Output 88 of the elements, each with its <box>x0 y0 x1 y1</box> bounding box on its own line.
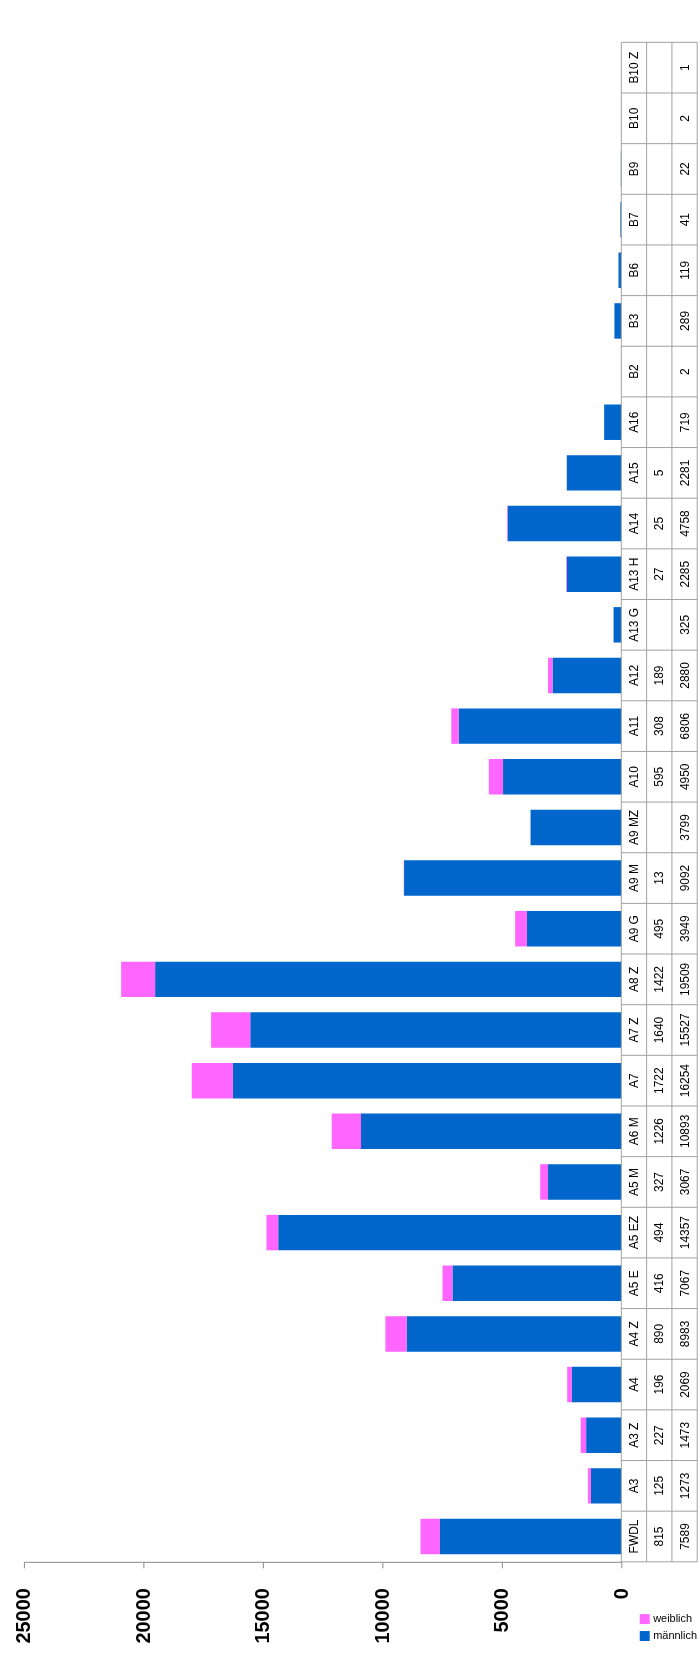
data-label: 13 <box>652 871 667 885</box>
y-tick-label: A7 <box>626 1073 641 1088</box>
data-label: 495 <box>652 918 667 939</box>
x-tick-label: 5000 <box>490 1588 513 1633</box>
data-label: 1640 <box>652 1016 667 1044</box>
y-tick-label: A5 E <box>626 1270 641 1297</box>
data-label: 2069 <box>677 1370 692 1398</box>
y-tick-label: B3 <box>626 313 641 329</box>
data-label: 890 <box>652 1323 667 1344</box>
data-label: 15527 <box>677 1013 692 1047</box>
data-label: 9092 <box>677 864 692 892</box>
data-label: 1473 <box>677 1421 692 1449</box>
data-label: 7067 <box>677 1269 692 1297</box>
y-tick-label: A9 M <box>626 864 641 892</box>
data-label: 494 <box>652 1222 667 1243</box>
data-label: 16254 <box>677 1063 692 1098</box>
y-tick-label: A4 Z <box>626 1321 641 1347</box>
y-tick-label: A3 <box>626 1478 641 1494</box>
x-tick-label: 10000 <box>370 1588 393 1644</box>
data-label: 2880 <box>677 661 692 689</box>
y-tick-label: B10 Z <box>626 51 641 84</box>
data-label: 119 <box>677 260 692 280</box>
x-tick-label: 25000 <box>12 1588 35 1644</box>
data-label: 3067 <box>677 1168 692 1196</box>
y-tick-label: A11 <box>626 715 641 737</box>
data-label: 308 <box>652 715 667 737</box>
y-tick-label: A8 Z <box>626 966 641 992</box>
x-tick-label: 20000 <box>131 1588 154 1644</box>
data-label: 719 <box>677 411 692 433</box>
y-tick-label: A9 MZ <box>626 809 641 845</box>
data-label: 10893 <box>677 1114 692 1148</box>
y-tick-label: A3 Z <box>626 1422 641 1448</box>
data-label: 595 <box>652 766 667 787</box>
data-label: 189 <box>652 665 667 686</box>
data-label: 22 <box>677 161 692 176</box>
data-label: 227 <box>652 1424 667 1446</box>
y-tick-label: A4 <box>626 1376 641 1392</box>
data-label: 41 <box>677 212 692 227</box>
data-label: 4758 <box>677 509 692 537</box>
y-tick-label: A15 <box>626 461 641 484</box>
data-label: 3799 <box>677 813 692 841</box>
data-label: 2 <box>677 114 692 122</box>
data-label: 5 <box>652 469 667 477</box>
y-tick-label: A5 EZ <box>626 1216 641 1250</box>
x-tick-label: 15000 <box>251 1588 274 1644</box>
data-label: 19509 <box>677 962 692 996</box>
y-tick-label: A5 M <box>626 1168 641 1196</box>
data-label: 327 <box>652 1171 667 1192</box>
data-label: 3949 <box>677 915 692 942</box>
data-label: 14357 <box>677 1215 692 1250</box>
y-tick-label: B6 <box>626 262 641 278</box>
data-label: 2281 <box>677 459 692 487</box>
data-label: 2 <box>677 367 692 375</box>
data-label: 1422 <box>652 965 667 993</box>
data-label: 7589 <box>677 1522 692 1550</box>
y-tick-label: B9 <box>626 161 641 177</box>
data-label: 325 <box>677 614 692 635</box>
data-label: 289 <box>677 310 692 331</box>
y-tick-label: A13 G <box>626 607 641 642</box>
y-tick-label: B2 <box>626 363 641 379</box>
data-label: 6806 <box>677 712 692 740</box>
y-tick-label: A13 H <box>626 557 641 591</box>
y-tick-label: B7 <box>626 211 641 227</box>
y-tick-label: A7 Z <box>626 1017 641 1043</box>
y-tick-label: A14 <box>626 512 641 535</box>
data-label: 2285 <box>677 560 692 588</box>
data-label: 196 <box>652 1374 667 1395</box>
y-tick-label: A10 <box>626 765 641 788</box>
legend-label: männlich <box>653 1628 697 1641</box>
y-tick-label: FWDL <box>626 1519 641 1554</box>
data-label: 27 <box>652 567 667 581</box>
legend-label: weiblich <box>652 1612 693 1625</box>
y-tick-label: A16 <box>626 411 641 433</box>
data-label: 1273 <box>677 1472 692 1500</box>
data-label: 125 <box>652 1475 667 1496</box>
data-label: 4950 <box>677 763 692 791</box>
data-label: 416 <box>652 1272 667 1294</box>
data-label: 1 <box>677 64 692 71</box>
y-tick-label: A12 <box>626 664 641 687</box>
data-label: 815 <box>652 1526 667 1547</box>
data-label: 25 <box>652 516 667 531</box>
x-tick-label: 0 <box>609 1588 632 1600</box>
y-tick-label: B10 <box>626 107 641 129</box>
y-tick-label: A6 M <box>626 1117 641 1146</box>
data-label: 1722 <box>652 1067 667 1094</box>
data-label: 1226 <box>652 1117 667 1145</box>
data-label: 8983 <box>677 1320 692 1348</box>
y-tick-label: A9 G <box>626 915 641 943</box>
